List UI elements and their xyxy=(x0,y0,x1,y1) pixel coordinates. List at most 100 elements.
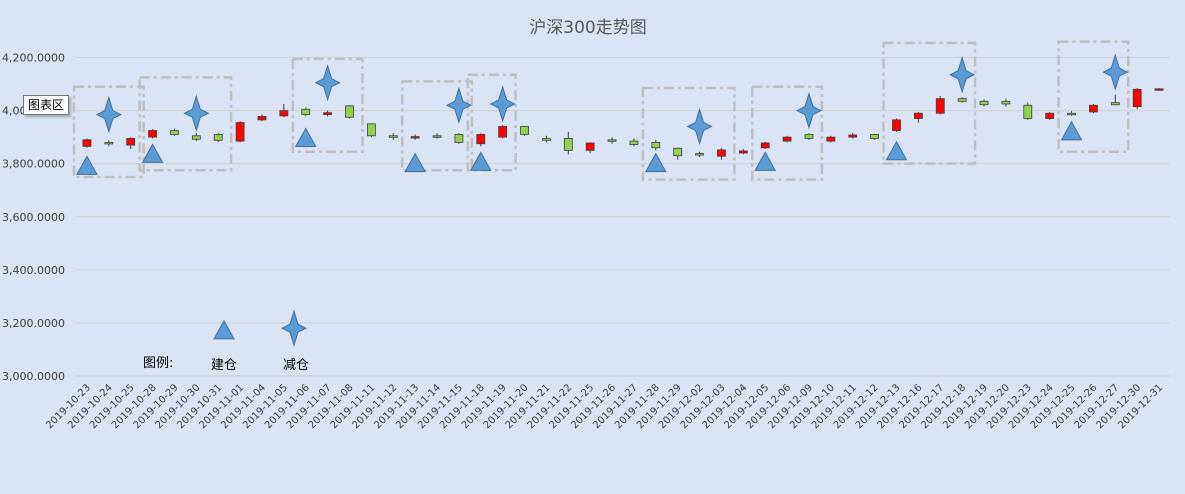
candle xyxy=(235,121,245,143)
candle-body xyxy=(760,142,770,149)
y-tick-label: 3,800.0000 xyxy=(2,158,65,171)
sell-marker xyxy=(1102,53,1129,91)
sell-marker xyxy=(795,91,822,130)
candle xyxy=(257,114,267,122)
candle xyxy=(738,149,748,155)
candle-body xyxy=(279,110,289,117)
candle-body xyxy=(585,142,595,151)
grid-lines xyxy=(76,57,1170,377)
candle xyxy=(563,131,573,155)
candle-body xyxy=(388,135,398,138)
candle-body xyxy=(913,112,923,119)
buy-marker xyxy=(754,151,777,171)
highlight-box xyxy=(466,73,517,172)
candle-body xyxy=(651,142,661,149)
candle xyxy=(323,110,333,117)
candle-body xyxy=(1067,112,1076,116)
y-tick-label: 3,600.0000 xyxy=(2,211,65,224)
candle-body xyxy=(935,98,945,114)
candle xyxy=(717,147,726,160)
candle xyxy=(148,129,157,139)
highlight-box xyxy=(291,57,364,153)
candle-body xyxy=(979,100,989,106)
buy-marker xyxy=(76,155,98,175)
candle xyxy=(913,111,923,123)
chart-title: 沪深300走势图 xyxy=(529,18,646,38)
candle xyxy=(979,99,989,107)
candle-body xyxy=(1023,104,1033,119)
candle xyxy=(454,133,464,144)
candle-body xyxy=(848,134,858,138)
highlight-box xyxy=(72,85,145,179)
sell-marker xyxy=(183,94,210,132)
candle xyxy=(782,135,792,143)
candles xyxy=(82,88,1164,160)
candle-body xyxy=(1110,102,1120,106)
legend: 图例: 建仓 减仓 xyxy=(143,309,309,373)
candle-body xyxy=(257,116,267,121)
buy-marker xyxy=(213,319,235,340)
candle-body xyxy=(148,130,157,138)
candle-body xyxy=(213,134,223,141)
candle-body xyxy=(607,139,617,142)
candle-body xyxy=(345,105,354,118)
candle xyxy=(170,128,179,136)
candle xyxy=(279,103,289,118)
legend-sell-label: 减仓 xyxy=(283,358,309,373)
candle xyxy=(542,135,551,143)
candle-body xyxy=(563,138,573,151)
sell-marker xyxy=(95,95,122,134)
candle-body xyxy=(717,149,726,157)
candle-body xyxy=(126,138,136,146)
candle-body xyxy=(191,135,201,140)
candle xyxy=(498,125,508,139)
buy-marker xyxy=(469,151,492,171)
candle-body xyxy=(1045,112,1055,119)
candle xyxy=(1154,88,1164,91)
candle-body xyxy=(1001,100,1011,105)
candle xyxy=(1067,111,1076,116)
candle xyxy=(673,147,683,160)
candle xyxy=(213,133,223,142)
candle-body xyxy=(82,139,92,147)
sell-marker xyxy=(314,64,341,102)
candle xyxy=(695,151,704,158)
highlight-box xyxy=(138,76,233,172)
candle-body xyxy=(870,134,880,139)
candle xyxy=(935,95,945,115)
y-tick-label: 3,200.0000 xyxy=(2,317,65,330)
y-axis-ticks: 3,000.0000 3,200.0000 3,400.0000 3,600.0000… xyxy=(2,52,65,384)
candle-body xyxy=(695,153,704,156)
candle-body xyxy=(520,126,529,135)
candle xyxy=(826,135,836,143)
candle xyxy=(870,133,880,140)
candle xyxy=(1089,103,1098,114)
candle xyxy=(126,137,136,150)
candle xyxy=(804,133,814,140)
candle-body xyxy=(498,126,508,138)
candle xyxy=(410,134,420,140)
trade-markers xyxy=(76,53,1129,175)
candle xyxy=(585,142,595,154)
candle xyxy=(104,140,114,147)
highlight-boxes xyxy=(72,40,1130,181)
candle xyxy=(760,141,770,150)
highlight-box xyxy=(400,80,474,172)
candle xyxy=(1001,98,1011,107)
buy-marker xyxy=(404,152,426,173)
sell-marker xyxy=(949,56,976,94)
buy-marker xyxy=(644,152,667,173)
candle xyxy=(607,137,617,144)
buy-marker xyxy=(1060,120,1083,141)
candle-body xyxy=(957,98,967,102)
y-tick-label: 3,000.0000 xyxy=(2,370,65,383)
chart-area-tooltip: 图表区 xyxy=(23,95,70,115)
buy-marker xyxy=(294,127,317,147)
candle xyxy=(476,133,486,147)
candle-body xyxy=(410,136,420,139)
legend-label: 图例: xyxy=(143,356,173,371)
candle-body xyxy=(323,112,333,115)
highlight-box xyxy=(641,86,736,181)
